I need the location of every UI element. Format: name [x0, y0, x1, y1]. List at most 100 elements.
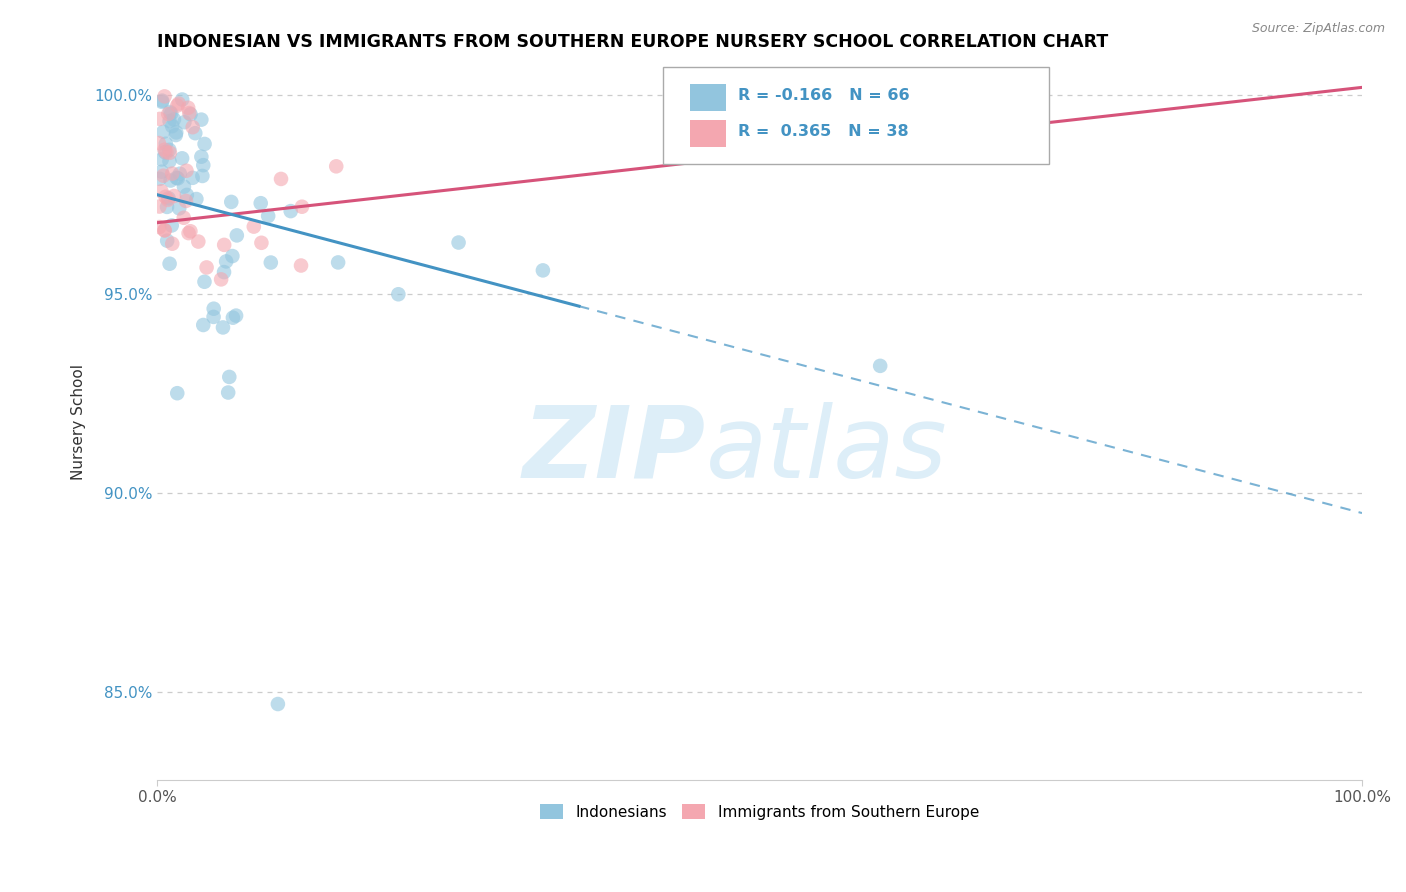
Point: [193, 275, 215, 289]
Point: [225, 228, 247, 243]
Point: [181, 120, 204, 135]
Point: [152, 169, 174, 183]
Point: [209, 272, 232, 286]
Point: [187, 235, 209, 249]
Point: [173, 211, 195, 225]
Point: [202, 301, 225, 316]
Point: [174, 194, 197, 208]
Point: [173, 115, 195, 129]
Point: [176, 188, 198, 202]
Point: [149, 171, 172, 186]
Point: [165, 125, 187, 139]
Point: [212, 265, 235, 279]
Point: [219, 194, 242, 209]
Legend: Indonesians, Immigrants from Southern Europe: Indonesians, Immigrants from Southern Eu…: [534, 797, 986, 826]
FancyBboxPatch shape: [690, 84, 725, 112]
FancyBboxPatch shape: [664, 67, 1049, 164]
Point: [163, 189, 186, 203]
Point: [148, 136, 170, 150]
Point: [153, 145, 176, 160]
Point: [155, 190, 177, 204]
Point: [162, 167, 184, 181]
Point: [148, 220, 170, 235]
Point: [167, 96, 190, 111]
Point: [280, 204, 302, 219]
Point: [150, 153, 173, 167]
Point: [221, 249, 243, 263]
Point: [184, 126, 207, 140]
Point: [215, 254, 238, 268]
Text: R = -0.166   N = 66: R = -0.166 N = 66: [738, 88, 910, 103]
Point: [159, 257, 181, 271]
Point: [157, 191, 180, 205]
Point: [166, 171, 188, 186]
Point: [169, 167, 191, 181]
Point: [163, 112, 186, 127]
Point: [159, 145, 181, 160]
Point: [153, 143, 176, 157]
Point: [190, 150, 212, 164]
Point: [172, 151, 194, 165]
Point: [150, 95, 173, 109]
Point: [155, 136, 177, 151]
Point: [177, 226, 200, 240]
Point: [150, 94, 173, 108]
Point: [162, 236, 184, 251]
Point: [166, 170, 188, 185]
Point: [260, 255, 283, 269]
Point: [172, 93, 194, 107]
Point: [257, 209, 280, 223]
Point: [193, 158, 215, 172]
Point: [447, 235, 470, 250]
Point: [159, 173, 181, 187]
Point: [156, 200, 179, 214]
Point: [222, 310, 245, 325]
Point: [325, 159, 347, 173]
Point: [179, 224, 201, 238]
Point: [167, 202, 190, 216]
Point: [148, 200, 170, 214]
Point: [249, 196, 271, 211]
Point: [149, 112, 172, 126]
Point: [190, 112, 212, 127]
Point: [156, 234, 179, 248]
Point: [243, 219, 266, 234]
Point: [212, 320, 235, 334]
Point: [270, 172, 292, 186]
Text: atlas: atlas: [706, 401, 948, 499]
Point: [153, 89, 176, 103]
Point: [160, 106, 183, 120]
Point: [181, 170, 204, 185]
Point: [212, 238, 235, 252]
Point: [166, 98, 188, 112]
Point: [202, 310, 225, 324]
Point: [186, 192, 208, 206]
Point: [191, 169, 214, 183]
Point: [173, 179, 195, 194]
Point: [291, 200, 314, 214]
Point: [195, 260, 218, 275]
Point: [326, 255, 349, 269]
Point: [152, 125, 174, 139]
Point: [150, 184, 173, 198]
Point: [193, 318, 215, 332]
Point: [155, 145, 177, 160]
FancyBboxPatch shape: [690, 120, 725, 147]
Text: ZIP: ZIP: [523, 401, 706, 499]
Point: [387, 287, 409, 301]
Text: Source: ZipAtlas.com: Source: ZipAtlas.com: [1251, 22, 1385, 36]
Point: [159, 154, 181, 169]
Point: [160, 119, 183, 133]
Y-axis label: Nursery School: Nursery School: [72, 364, 86, 480]
Point: [176, 163, 198, 178]
Point: [869, 359, 891, 373]
Point: [179, 106, 201, 120]
Point: [218, 370, 240, 384]
Point: [180, 107, 202, 121]
Point: [225, 309, 247, 323]
Point: [159, 105, 181, 120]
Point: [250, 235, 273, 250]
Point: [217, 385, 239, 400]
Point: [160, 219, 183, 233]
Point: [177, 101, 200, 115]
